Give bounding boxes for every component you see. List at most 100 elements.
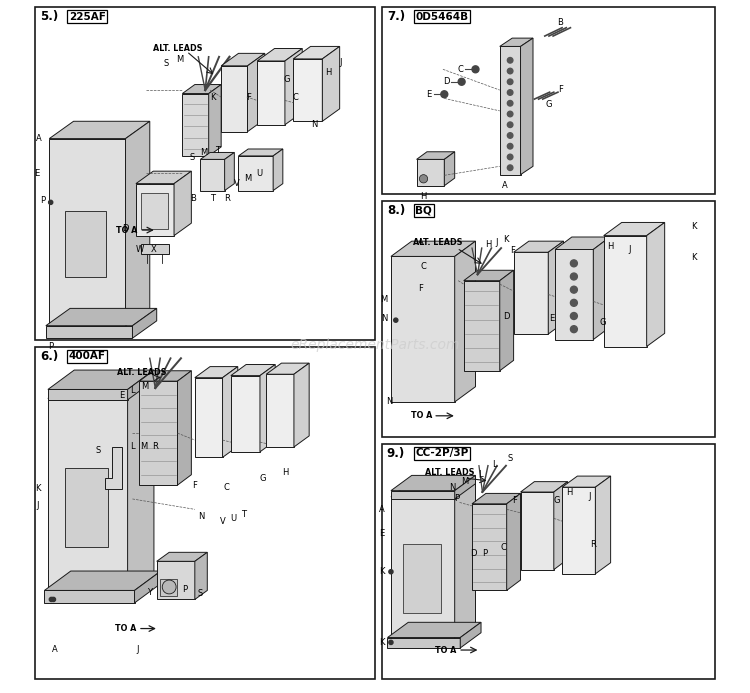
Polygon shape [157,552,207,561]
Text: G: G [260,474,266,482]
Circle shape [507,68,513,73]
Text: 400AF: 400AF [69,351,106,361]
Text: CC-2P/3P: CC-2P/3P [416,448,469,458]
Circle shape [507,132,513,139]
Text: M: M [141,383,148,391]
Text: K: K [210,93,215,101]
Text: E: E [380,529,385,538]
Polygon shape [44,571,160,590]
Text: C: C [421,262,427,270]
Polygon shape [562,476,610,487]
Circle shape [571,260,578,267]
Text: N: N [199,512,205,520]
Text: Y: Y [147,588,152,597]
Text: W: W [135,245,143,254]
Polygon shape [472,493,520,504]
Polygon shape [134,571,160,603]
Text: S: S [197,590,202,598]
Text: TO A: TO A [115,624,136,633]
Polygon shape [416,159,444,186]
Polygon shape [293,59,322,121]
Polygon shape [223,367,238,457]
Polygon shape [500,46,520,175]
Text: K: K [503,236,509,244]
Circle shape [507,143,513,149]
Text: H: H [485,240,492,249]
Polygon shape [224,152,234,191]
Text: S: S [190,153,195,161]
Polygon shape [44,590,134,603]
Polygon shape [48,389,128,400]
Polygon shape [391,497,454,642]
Polygon shape [500,270,514,371]
Polygon shape [391,241,476,256]
Polygon shape [142,244,170,254]
Text: H: H [566,488,572,496]
Polygon shape [200,152,234,159]
Text: C: C [292,93,298,101]
Polygon shape [646,222,664,346]
Text: J: J [589,492,591,500]
Text: E: E [34,169,40,177]
Bar [382,201,715,437]
Text: ALT. LEADS: ALT. LEADS [153,44,203,53]
Bar [65,468,108,547]
Polygon shape [140,381,178,485]
Circle shape [49,200,52,204]
Polygon shape [128,370,154,400]
Text: F: F [510,247,515,255]
Text: D: D [122,225,129,233]
Polygon shape [125,121,150,326]
Text: D: D [503,313,510,321]
Text: H: H [420,192,427,200]
Polygon shape [231,365,275,376]
Text: V: V [233,179,239,188]
Circle shape [388,640,393,644]
Text: 7.): 7.) [387,10,405,24]
Text: N: N [310,121,317,129]
Polygon shape [266,374,294,447]
Text: D: D [443,78,450,86]
Text: G: G [554,496,560,505]
Text: TO A: TO A [412,412,433,420]
Text: J: J [628,245,632,254]
Polygon shape [562,487,596,574]
Text: P: P [482,549,487,557]
Circle shape [507,155,513,160]
Text: N: N [381,315,387,323]
Polygon shape [548,241,563,334]
Circle shape [50,597,53,602]
Text: F: F [558,85,563,94]
Polygon shape [464,270,514,281]
Text: ALT. LEADS: ALT. LEADS [425,468,475,477]
Polygon shape [391,491,454,499]
Polygon shape [260,365,275,452]
Text: E: E [119,391,124,399]
Polygon shape [555,249,593,340]
Polygon shape [266,363,309,374]
Polygon shape [50,121,150,139]
Polygon shape [195,552,207,599]
Polygon shape [221,53,265,66]
Polygon shape [238,156,273,191]
Polygon shape [46,308,157,326]
Text: R: R [590,541,596,549]
Text: F: F [419,285,423,293]
Text: S: S [95,446,100,455]
Text: J: J [136,645,140,653]
Polygon shape [195,378,223,457]
Text: ALT. LEADS: ALT. LEADS [117,369,166,377]
Polygon shape [454,475,476,499]
Bar [403,544,441,613]
Circle shape [571,313,578,319]
Polygon shape [520,492,554,570]
Circle shape [571,299,578,306]
Polygon shape [464,281,500,371]
Polygon shape [50,139,125,326]
Text: B: B [557,18,563,26]
Circle shape [507,122,513,128]
Polygon shape [182,94,209,156]
Text: M: M [244,174,251,182]
Polygon shape [48,379,154,398]
Bar [142,193,168,229]
